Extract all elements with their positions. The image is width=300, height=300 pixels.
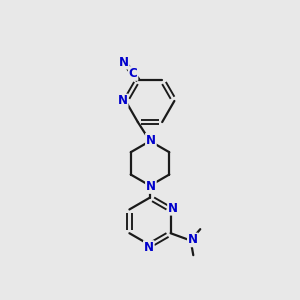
Text: N: N (144, 241, 154, 254)
Text: N: N (119, 56, 129, 69)
Text: N: N (146, 180, 156, 193)
Text: N: N (188, 233, 198, 246)
Text: N: N (168, 202, 178, 215)
Text: N: N (146, 134, 156, 147)
Text: N: N (118, 94, 128, 107)
Text: C: C (129, 67, 137, 80)
